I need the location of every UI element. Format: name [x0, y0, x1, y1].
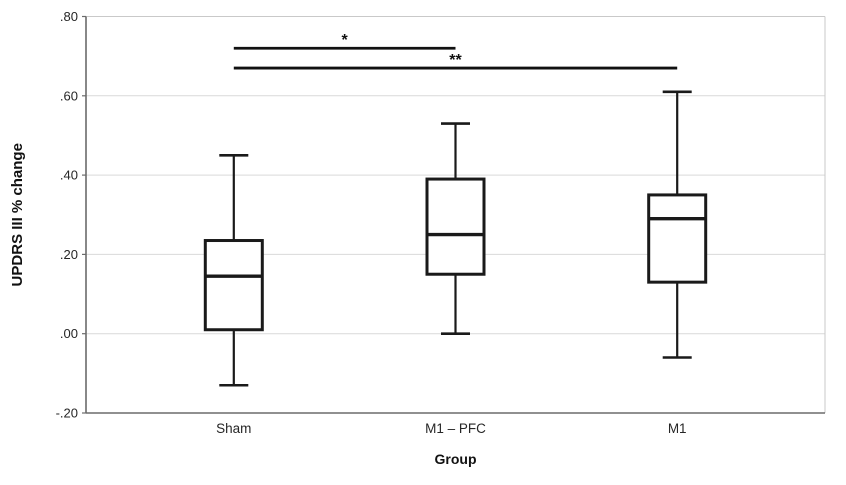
- y-tick-label: -.20: [56, 406, 78, 421]
- significance-bars: [233, 46, 678, 70]
- iqr-box: [425, 177, 486, 276]
- y-tick-label: .20: [60, 247, 78, 262]
- y-tick-label: .80: [60, 9, 78, 24]
- iqr-box: [203, 239, 264, 332]
- significance-star-label: *: [342, 32, 349, 49]
- y-tick-label: .40: [60, 168, 78, 183]
- y-axis-tick-labels: .80 .60 .40 .20 .00 -.20: [56, 9, 78, 421]
- x-axis-category-labels: Sham M1 – PFC M1: [216, 421, 686, 436]
- significance-star-label: **: [449, 52, 462, 69]
- boxplot-boxes: [203, 90, 708, 387]
- y-axis-title: UPDRS III % change: [9, 143, 26, 286]
- category-label-m1-pfc: M1 – PFC: [425, 421, 486, 436]
- category-label-m1: M1: [668, 421, 687, 436]
- iqr-box: [647, 193, 708, 284]
- plot-frame: [85, 16, 826, 414]
- boxplot-m1: [647, 90, 708, 359]
- y-tick-label: .60: [60, 88, 78, 103]
- y-tick-label: .00: [60, 326, 78, 341]
- x-axis-title: Group: [435, 451, 477, 467]
- boxplot-m1-pfc: [425, 122, 486, 336]
- boxplot-sham: [203, 153, 264, 387]
- y-axis-tick-marks: [82, 15, 86, 414]
- category-label-sham: Sham: [216, 421, 251, 436]
